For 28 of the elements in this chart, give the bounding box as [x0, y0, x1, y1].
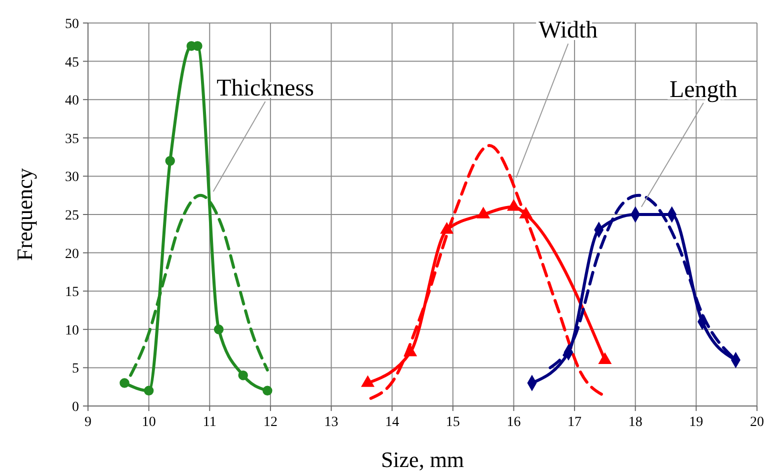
x-tick-label: 19 [689, 415, 704, 430]
y-tick-label: 35 [65, 132, 79, 147]
x-tick-label: 13 [324, 415, 338, 430]
annotation: Thickness [216, 76, 314, 102]
x-tick-label: 16 [506, 415, 521, 430]
x-tick-label: 20 [750, 415, 764, 430]
x-tick-label: 18 [628, 415, 642, 430]
x-tick-label: 11 [202, 415, 216, 430]
y-tick-label: 30 [65, 170, 79, 186]
x-tick-label: 12 [263, 415, 278, 430]
x-tick-label: 9 [84, 415, 92, 430]
y-tick-label: 25 [65, 208, 79, 224]
y-tick-label: 5 [72, 362, 79, 377]
y-tick-label: 10 [65, 323, 79, 338]
y-tick-label: 40 [65, 94, 79, 109]
y-tick-label: 15 [65, 285, 79, 300]
y-axis-title: Frequency [12, 168, 37, 261]
y-tick-label: 0 [72, 400, 79, 415]
y-tick-label: 50 [65, 17, 79, 32]
x-tick-label: 10 [142, 415, 156, 430]
x-tick-label: 14 [385, 415, 400, 430]
x-axis-title: Size, mm [380, 447, 464, 472]
annotation: Width [538, 18, 598, 44]
x-tick-label: 17 [568, 415, 582, 430]
x-tick-label: 15 [446, 415, 460, 430]
y-tick-label: 45 [65, 55, 79, 70]
y-tick-label: 20 [65, 246, 79, 262]
annotation: Length [669, 76, 738, 103]
